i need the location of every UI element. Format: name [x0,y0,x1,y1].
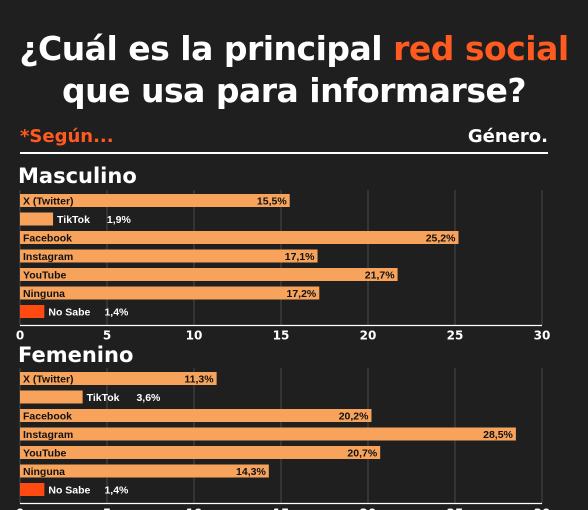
x-tick-label: 10 [186,329,203,343]
x-tick-label: 20 [360,329,377,343]
value-label: 17,1% [285,251,315,263]
value-label: 3,6% [136,392,161,404]
bar [20,231,459,244]
value-label: 1,4% [104,307,129,319]
chart-masculino: X (Twitter) 15,5% TikTok 1,9% Facebook 25,2% I… [16,190,551,343]
category-label: TikTok [57,214,90,226]
bar [20,390,83,404]
x-tick-label: 30 [534,507,551,510]
header-right-label: Género. [467,126,548,147]
x-tick-label: 20 [360,507,377,510]
category-label: Ninguna [23,288,65,300]
x-tick-label: 15 [273,507,290,510]
category-label: Facebook [23,411,72,423]
title-line-1: ¿Cuál es la principal red social [0,28,588,70]
value-label: 20,2% [339,411,369,423]
value-label: 1,9% [107,214,132,226]
value-label: 20,7% [347,448,377,460]
x-tick-label: 0 [16,329,24,343]
title-line-1-text: ¿Cuál es la principal [19,29,394,68]
bar [20,427,516,441]
value-label: 14,3% [236,466,266,478]
category-label: YouTube [23,448,67,460]
x-tick-label: 30 [534,329,551,343]
bar [20,194,290,207]
value-label: 11,3% [184,374,214,386]
category-label: Facebook [23,233,72,245]
bar [20,268,398,281]
section-title-masculino: Masculino [18,164,137,188]
category-label: No Sabe [48,485,90,497]
bar [20,409,372,422]
x-tick-label: 5 [103,507,111,510]
x-tick-label: 10 [186,507,203,510]
value-label: 28,5% [483,429,513,441]
bar [20,446,381,459]
x-tick-label: 25 [447,329,464,343]
bar [20,483,45,496]
category-label: Instagram [23,251,73,263]
bar [20,249,318,263]
section-title-femenino: Femenino [18,343,134,367]
bar [20,286,320,300]
x-tick-label: 25 [447,507,464,510]
bar [20,212,54,226]
category-label: X (Twitter) [23,196,74,208]
value-label: 21,7% [365,270,395,282]
x-tick-label: 5 [103,329,111,343]
value-label: 15,5% [257,196,287,208]
value-label: 25,2% [426,233,456,245]
header-divider [20,152,548,154]
category-label: Instagram [23,429,73,441]
x-tick-label: 15 [273,329,290,343]
bar [20,305,45,318]
x-tick-label: 0 [16,507,24,510]
chart-title: ¿Cuál es la principal red social que usa… [0,28,588,112]
category-label: Ninguna [23,466,65,478]
bar [20,372,217,385]
category-label: YouTube [23,270,67,282]
category-label: No Sabe [48,307,90,319]
category-label: TikTok [87,392,120,404]
title-accent-text: red social [393,29,569,68]
category-label: X (Twitter) [23,374,74,386]
title-line-2: que usa para informarse? [61,71,527,110]
value-label: 1,4% [104,485,129,497]
header-left-label: *Según... [20,126,114,147]
value-label: 17,2% [286,288,316,300]
bar [20,464,269,478]
chart-femenino: X (Twitter) 11,3% TikTok 3,6% Facebook 20,2% I… [16,368,551,510]
